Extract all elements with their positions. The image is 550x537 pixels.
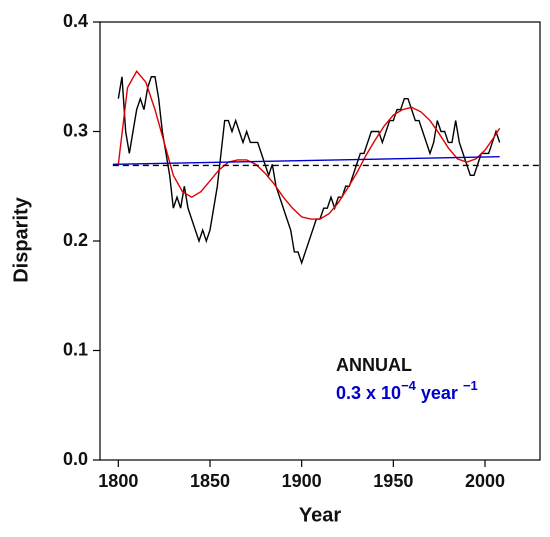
x-tick-label: 1900 [282, 471, 322, 491]
annotation-superscript: −4 [401, 378, 417, 393]
annotation-text: ANNUAL [336, 355, 412, 375]
data-line [112, 155, 500, 166]
data-line [117, 76, 501, 266]
x-tick-label: 1950 [373, 471, 413, 491]
x-axis-label: Year [299, 504, 341, 526]
x-tick-label: 2000 [465, 471, 505, 491]
x-tick-label: 1850 [190, 471, 230, 491]
y-tick-label: 0.3 [63, 120, 88, 140]
annotation: ANNUAL [336, 355, 412, 375]
y-tick-label: 0.4 [63, 11, 88, 31]
y-tick-label: 0.1 [63, 339, 88, 359]
y-axis-label: Disparity [10, 196, 32, 282]
x-tick-label: 1800 [98, 471, 138, 491]
plot-frame [99, 21, 541, 461]
y-tick-label: 0.2 [63, 230, 88, 250]
y-tick-label: 0.0 [63, 449, 88, 469]
annotation: 0.3 x 10−4 year −1 [336, 378, 478, 403]
annotation-text: year [416, 383, 463, 403]
annotation-superscript: −1 [463, 378, 478, 393]
data-line [117, 70, 501, 220]
annotation-text: 0.3 x 10 [336, 383, 401, 403]
